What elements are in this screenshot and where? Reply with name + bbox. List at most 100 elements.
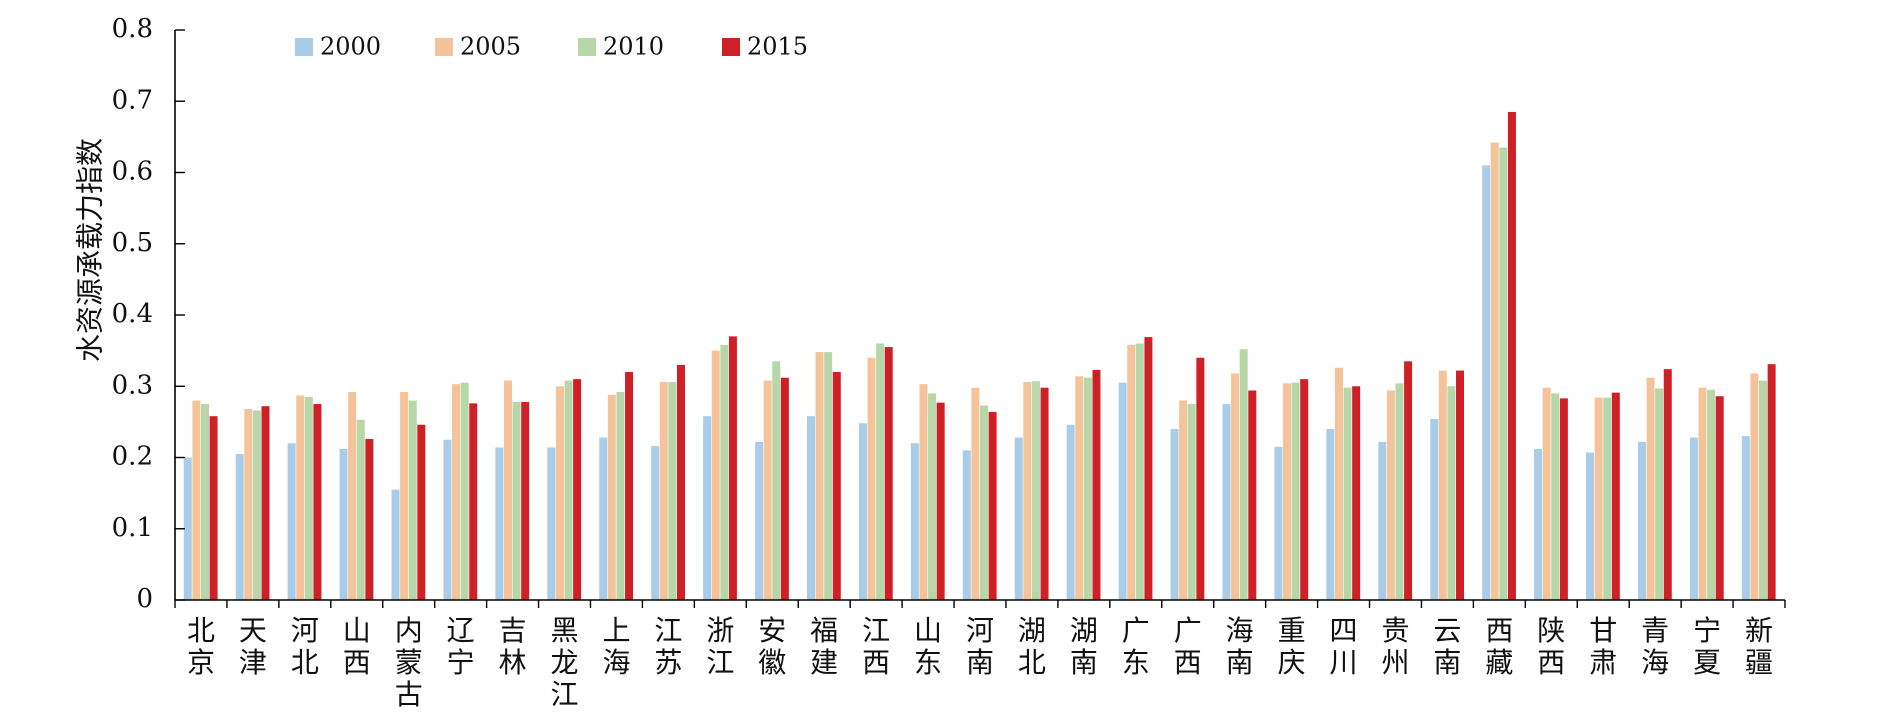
y-tick-label: 0: [136, 584, 153, 614]
bar-2000-17: [1066, 424, 1075, 600]
bar-2000-22: [1326, 429, 1335, 600]
bar-2015-9: [676, 364, 685, 601]
bar-2010-26: [1551, 393, 1560, 601]
category-label: 山西: [343, 614, 371, 679]
legend-label-2010: 2010: [603, 33, 664, 61]
category-label: 吉林: [499, 614, 527, 679]
bar-2010-17: [1083, 377, 1092, 600]
bar-2005-19: [1179, 400, 1188, 600]
bar-2010-0: [200, 404, 209, 600]
bar-2010-19: [1187, 404, 1196, 600]
bar-2015-1: [261, 406, 270, 600]
category-label: 湖北: [1018, 614, 1046, 679]
bar-2010-3: [356, 419, 365, 600]
category-label: 江苏: [654, 614, 682, 679]
bar-2005-13: [867, 357, 876, 600]
bar-2005-16: [1023, 381, 1032, 600]
bar-2010-28: [1655, 388, 1664, 600]
category-label: 贵州: [1381, 614, 1409, 679]
bar-2005-29: [1698, 387, 1707, 600]
bar-2010-9: [668, 381, 677, 600]
bar-2015-7: [573, 379, 582, 601]
bar-2010-2: [304, 396, 313, 600]
bar-2000-8: [599, 437, 608, 600]
bar-2015-0: [209, 416, 218, 600]
bar-2010-22: [1343, 387, 1352, 600]
bar-2010-7: [564, 380, 573, 600]
y-tick-label: 0.2: [112, 442, 153, 472]
category-label: 北京: [187, 614, 215, 679]
y-ticks: 0 0.1 0.2 0.3 0.4 0.5 0.6 0.7 0.8: [112, 14, 185, 614]
category-label: 湖南: [1070, 614, 1098, 679]
bar-2015-14: [936, 402, 945, 600]
bar-2015-2: [313, 404, 322, 600]
bar-2000-19: [1170, 429, 1179, 600]
bar-2000-5: [443, 439, 452, 600]
bar-2010-14: [928, 393, 937, 601]
bar-2010-1: [252, 410, 261, 600]
bar-2000-16: [1014, 437, 1023, 600]
bar-2010-27: [1603, 397, 1612, 600]
bar-2005-6: [503, 380, 512, 600]
bars: [183, 111, 1776, 601]
bar-2015-4: [417, 424, 426, 600]
category-label: 重庆: [1278, 614, 1306, 679]
bar-2010-5: [460, 382, 469, 600]
bar-2010-23: [1395, 383, 1404, 600]
bar-2005-22: [1334, 367, 1343, 600]
legend-label-2005: 2005: [460, 33, 521, 61]
bar-2010-15: [980, 405, 988, 600]
category-label: 河北: [291, 614, 319, 679]
bar-2010-25: [1499, 147, 1508, 600]
bar-2010-30: [1759, 380, 1768, 600]
legend-swatch-2010: [578, 38, 596, 56]
y-tick-label: 0.6: [112, 157, 153, 187]
y-tick-label: 0.4: [112, 299, 153, 329]
bar-2015-3: [365, 438, 374, 600]
legend-label-2015: 2015: [747, 33, 808, 61]
bar-2015-29: [1715, 396, 1724, 600]
bar-2005-23: [1386, 390, 1395, 600]
bar-2010-8: [616, 391, 625, 600]
bar-2005-9: [659, 381, 668, 600]
bar-2010-18: [1135, 343, 1144, 600]
bar-2000-11: [755, 441, 764, 600]
bar-2005-15: [971, 387, 980, 600]
bar-2000-13: [858, 423, 867, 600]
bar-2010-11: [772, 361, 781, 600]
bar-2005-27: [1594, 397, 1603, 600]
category-label: 海南: [1226, 614, 1254, 679]
category-label: 天津: [239, 614, 267, 679]
bar-2000-2: [287, 443, 296, 600]
bar-2000-23: [1378, 441, 1387, 600]
bar-2010-6: [512, 401, 521, 600]
bar-2015-15: [988, 411, 997, 600]
bar-2000-26: [1534, 448, 1543, 600]
category-label: 西藏: [1485, 614, 1513, 679]
bar-2015-25: [1507, 111, 1516, 600]
legend-swatch-2000: [295, 38, 313, 56]
category-label: 福建: [810, 614, 838, 679]
category-label: 黑龙江: [551, 614, 579, 711]
bar-2010-16: [1031, 381, 1040, 600]
bar-2015-28: [1663, 369, 1672, 600]
bar-2005-24: [1438, 370, 1447, 600]
bar-2015-21: [1300, 379, 1309, 601]
bar-2015-19: [1196, 357, 1205, 600]
bar-2000-29: [1689, 437, 1698, 600]
bar-2005-7: [555, 386, 564, 600]
legend-label-2000: 2000: [320, 33, 381, 61]
bar-2015-27: [1611, 392, 1620, 600]
bar-2010-21: [1291, 382, 1300, 600]
bar-2005-25: [1490, 142, 1499, 600]
category-label: 青海: [1641, 614, 1669, 679]
category-label: 宁夏: [1693, 614, 1721, 679]
bar-2000-21: [1274, 446, 1283, 600]
bar-2000-4: [391, 489, 400, 600]
bar-2000-9: [651, 446, 660, 600]
bar-2015-24: [1456, 370, 1465, 600]
bar-2000-1: [235, 453, 244, 600]
bar-2015-23: [1404, 361, 1413, 600]
bar-2010-4: [408, 400, 417, 600]
bar-2005-28: [1646, 377, 1655, 600]
